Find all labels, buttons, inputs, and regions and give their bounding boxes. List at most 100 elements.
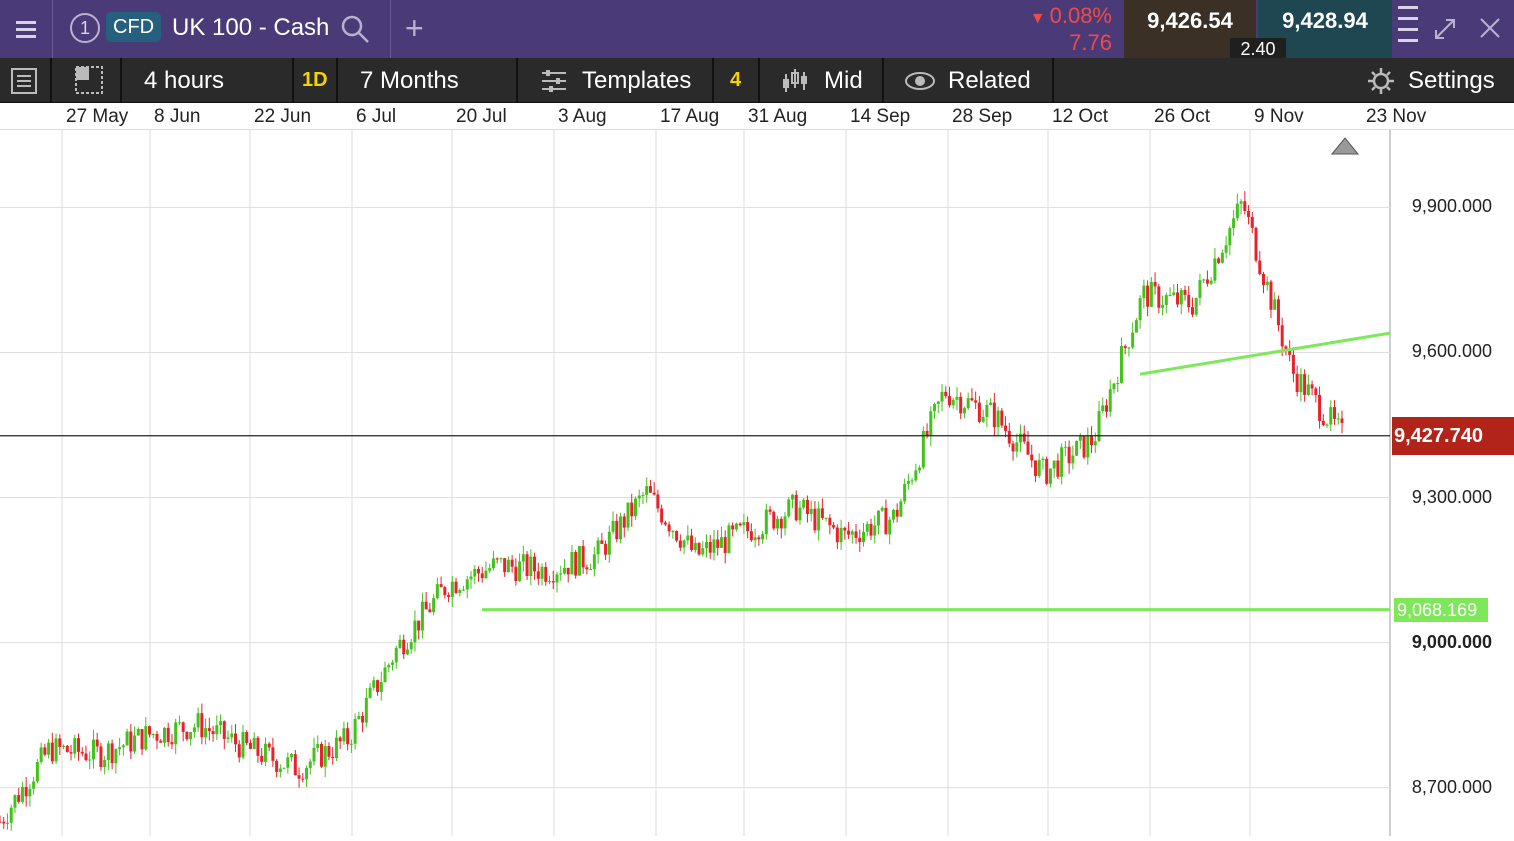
candle-body xyxy=(996,410,1000,428)
divider xyxy=(882,58,884,103)
candle-body xyxy=(9,807,13,823)
candle-body xyxy=(637,495,641,499)
candle-body xyxy=(372,680,376,688)
candle-body xyxy=(701,548,705,555)
candle-body xyxy=(428,609,432,613)
divider xyxy=(52,0,53,58)
candle-body xyxy=(256,737,260,756)
settings-button[interactable]: Settings xyxy=(1408,67,1495,94)
candle-body xyxy=(858,537,862,543)
support-level-label[interactable]: 9,068.169 xyxy=(1394,597,1488,622)
search-icon[interactable] xyxy=(340,14,370,44)
candle-body xyxy=(361,715,365,723)
candle-body xyxy=(813,508,817,531)
candle-body xyxy=(645,486,649,495)
candlestick-icon[interactable] xyxy=(780,66,810,96)
candle-body xyxy=(1213,258,1217,281)
candle-body xyxy=(1090,435,1094,446)
candle-body xyxy=(1269,281,1273,310)
candle-body xyxy=(854,531,858,538)
candle-body xyxy=(790,494,794,500)
candle-body xyxy=(1172,292,1176,295)
candle-body xyxy=(1093,441,1097,446)
interval-selector[interactable]: 4 hours xyxy=(144,67,225,94)
candle-body xyxy=(207,728,211,732)
candle-body xyxy=(869,523,873,536)
candle-body xyxy=(159,740,163,743)
candle-body xyxy=(596,540,600,555)
candle-body xyxy=(0,821,2,823)
candle-body xyxy=(1299,374,1303,393)
candle-body xyxy=(955,396,959,400)
price-chart[interactable]: 9,427.740 9,068.169 9,900.000 9,600.000 9,… xyxy=(0,130,1514,836)
candle-body xyxy=(222,721,226,739)
gear-icon[interactable] xyxy=(1366,66,1396,96)
plus-icon[interactable]: + xyxy=(405,10,424,46)
candle-body xyxy=(91,739,95,760)
expand-icon[interactable] xyxy=(1432,16,1458,42)
candle-body xyxy=(43,747,47,755)
candle-body xyxy=(764,509,768,535)
candle-body xyxy=(719,537,723,548)
related-button[interactable]: Related xyxy=(948,67,1031,94)
change-percent-value: 0.08% xyxy=(1049,3,1112,28)
candle-body xyxy=(24,787,28,797)
candle-body xyxy=(1310,384,1314,389)
candle-body xyxy=(293,754,297,776)
candle-body xyxy=(290,754,294,758)
layout-icon[interactable] xyxy=(74,65,104,95)
candle-body xyxy=(805,499,809,515)
candle-body xyxy=(921,430,925,468)
candle-body xyxy=(133,735,137,752)
candle-body xyxy=(1019,433,1023,443)
change-points: 7.76 xyxy=(1069,30,1112,55)
drag-handle-icon[interactable] xyxy=(1398,6,1418,52)
candle-body xyxy=(237,744,241,758)
range-selector[interactable]: 7 Months xyxy=(360,67,459,94)
candle-body xyxy=(787,499,791,517)
candle-body xyxy=(301,778,305,780)
divider xyxy=(1052,58,1054,103)
candle-body xyxy=(114,749,118,764)
candle-body xyxy=(215,725,219,735)
chart-canvas[interactable] xyxy=(0,130,1514,836)
candle-body xyxy=(1161,305,1165,308)
candle-body xyxy=(1000,410,1004,426)
candle-body xyxy=(525,554,529,576)
candle-body xyxy=(1258,260,1262,274)
candle-body xyxy=(450,581,454,597)
candle-body xyxy=(708,541,712,553)
sell-price-button[interactable]: 9,426.54 xyxy=(1124,0,1256,58)
candle-body xyxy=(723,537,727,553)
candle-body xyxy=(847,530,851,535)
candle-body xyxy=(1318,394,1322,421)
candle-body xyxy=(267,743,271,748)
price-type-selector[interactable]: Mid xyxy=(824,67,863,94)
close-icon[interactable] xyxy=(1478,16,1502,40)
candle-body xyxy=(899,501,903,517)
window-number[interactable]: 1 xyxy=(70,13,100,43)
candle-body xyxy=(271,747,275,761)
candle-body xyxy=(1045,458,1049,484)
candle-body xyxy=(1273,299,1277,310)
candle-body xyxy=(862,531,866,543)
templates-button[interactable]: Templates xyxy=(582,67,692,94)
candle-body xyxy=(1048,468,1052,484)
eye-icon[interactable] xyxy=(904,70,936,92)
instrument-name[interactable]: UK 100 - Cash xyxy=(172,14,330,41)
candle-body xyxy=(1041,458,1045,461)
candle-body xyxy=(802,499,806,508)
candle-body xyxy=(364,697,368,723)
candle-body xyxy=(686,535,690,541)
interval-badge[interactable]: 1D xyxy=(302,69,328,91)
candle-body xyxy=(671,531,675,533)
templates-icon[interactable] xyxy=(540,67,568,95)
candle-body xyxy=(589,569,593,571)
candle-body xyxy=(1078,435,1082,441)
candle-body xyxy=(99,746,103,768)
list-icon[interactable] xyxy=(10,67,38,95)
candle-body xyxy=(992,402,996,428)
candle-body xyxy=(106,743,110,761)
menu-icon[interactable] xyxy=(0,0,52,58)
candle-body xyxy=(88,759,92,761)
